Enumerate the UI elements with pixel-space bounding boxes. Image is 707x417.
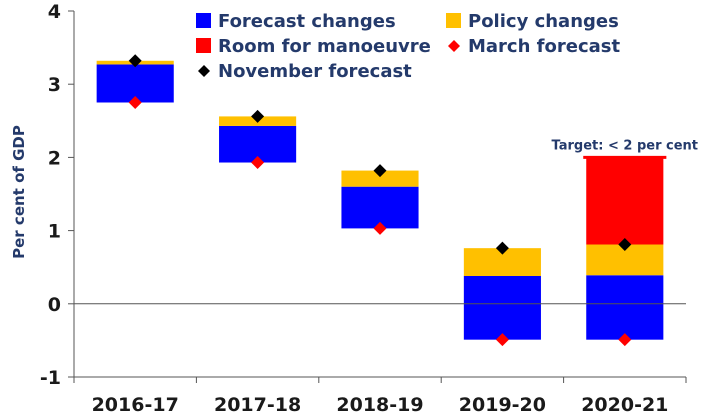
legend-swatch-forecast-changes bbox=[196, 13, 211, 28]
marker-march-forecast-2018-19 bbox=[373, 221, 387, 235]
marker-march-forecast-2020-21 bbox=[618, 333, 632, 347]
axes-layer: -1 0 1 2 3 4 2016-17 2017-18 2018-19 2019-20 2020-… bbox=[40, 1, 687, 416]
bar-policy-changes-2018-19 bbox=[341, 170, 419, 187]
target-annotation: Target: < 2 per cent bbox=[552, 138, 698, 153]
marker-november-forecast-2017-18 bbox=[251, 109, 265, 123]
marker-march-forecast-2017-18 bbox=[251, 156, 265, 170]
bar-room-for-manoeuvre-2020-21 bbox=[586, 157, 664, 245]
bar-forecast-changes-2019-20 bbox=[463, 275, 541, 340]
legend-label-policy-changes: Policy changes bbox=[468, 11, 619, 32]
x-tick-label-2020-21: 2020-21 bbox=[581, 394, 668, 416]
legend-label-room-for-manoeuvre: Room for manoeuvre bbox=[218, 36, 431, 57]
marker-november-forecast-2019-20 bbox=[495, 241, 509, 255]
marker-november-forecast-2020-21 bbox=[618, 238, 632, 252]
legend-label-march-forecast: March forecast bbox=[468, 36, 620, 57]
markers-layer bbox=[128, 54, 632, 347]
y-tick-label: 1 bbox=[48, 221, 61, 243]
bars-layer bbox=[96, 60, 664, 340]
marker-march-forecast-2019-20 bbox=[495, 333, 509, 347]
x-tick-label-2018-19: 2018-19 bbox=[336, 394, 423, 416]
y-tick-label: 4 bbox=[48, 1, 61, 23]
marker-november-forecast-2016-17 bbox=[128, 54, 142, 68]
y-tick-label: 3 bbox=[48, 74, 61, 96]
marker-march-forecast-2016-17 bbox=[128, 96, 142, 109]
legend-label-november-forecast: November forecast bbox=[218, 61, 412, 82]
legend-swatch-november-forecast bbox=[198, 65, 210, 77]
x-tick-label-2017-18: 2017-18 bbox=[214, 394, 301, 416]
legend-swatch-policy-changes bbox=[446, 13, 461, 28]
annotations-layer: Target: < 2 per cent bbox=[552, 138, 698, 159]
legend-label-forecast-changes: Forecast changes bbox=[218, 11, 396, 32]
x-tick-label-2016-17: 2016-17 bbox=[92, 394, 179, 416]
marker-november-forecast-2018-19 bbox=[373, 164, 387, 178]
y-axis-title: Per cent of GDP bbox=[10, 125, 28, 259]
y-tick-label: -1 bbox=[40, 367, 61, 389]
x-tick-label-2019-20: 2019-20 bbox=[459, 394, 546, 416]
legend-swatch-room-for-manoeuvre bbox=[196, 38, 211, 53]
y-tick-label: 0 bbox=[48, 294, 61, 316]
y-tick-label: 2 bbox=[48, 147, 61, 169]
legend: Forecast changes Policy changes Room for m… bbox=[196, 11, 620, 82]
bar-forecast-changes-2018-19 bbox=[341, 186, 419, 229]
legend-swatch-march-forecast bbox=[448, 40, 460, 52]
bar-forecast-changes-2020-21 bbox=[586, 275, 664, 340]
